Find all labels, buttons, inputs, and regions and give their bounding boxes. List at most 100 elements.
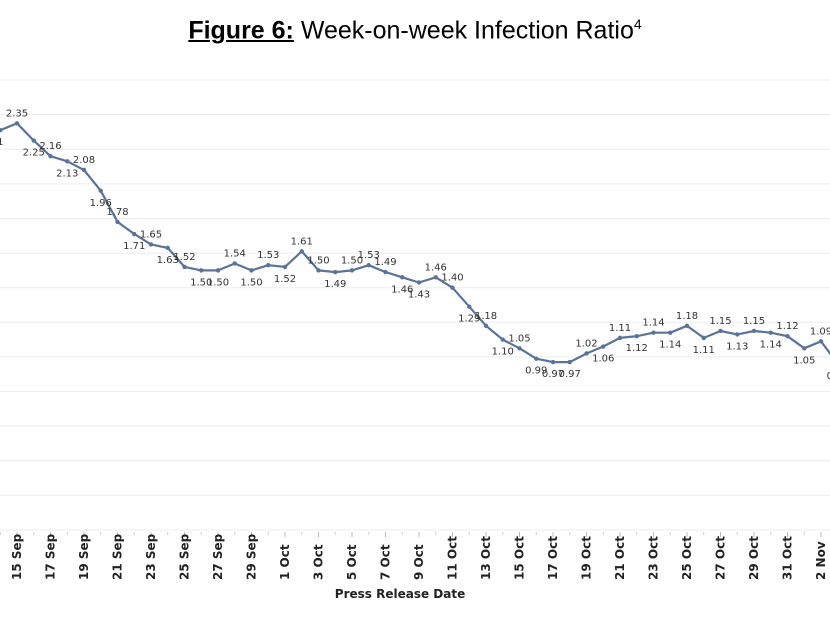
data-label: 1.54	[224, 248, 246, 259]
data-point	[148, 242, 154, 247]
data-point	[433, 275, 438, 280]
data-label: 1.15	[709, 316, 731, 327]
x-tick-label: 27 Oct	[714, 536, 728, 580]
data-point	[416, 280, 422, 285]
data-label: 1.61	[291, 236, 313, 247]
data-label: 1.14	[642, 318, 664, 329]
data-label: 1.49	[324, 279, 346, 290]
data-label: 2.25	[23, 148, 45, 159]
data-point	[383, 269, 388, 275]
data-point	[617, 335, 623, 341]
data-label: 0.97	[559, 369, 581, 380]
data-label: 1	[0, 137, 3, 148]
x-tick-label: 17 Sep	[44, 533, 58, 580]
data-label: 2.08	[73, 155, 95, 166]
x-tick-label: 5 Oct	[345, 544, 359, 580]
data-label: 1.12	[626, 343, 648, 354]
x-tick-label: 7 Oct	[379, 544, 393, 580]
data-point	[14, 121, 20, 126]
data-label: 1.06	[592, 354, 614, 365]
x-tick-label: 25 Oct	[680, 536, 694, 580]
x-tick-label: 17 Oct	[546, 536, 560, 580]
x-tick-label: 1 Oct	[278, 544, 292, 580]
data-point	[550, 359, 556, 365]
data-point	[215, 268, 221, 273]
data-label: 1.10	[492, 347, 514, 358]
data-label: 2.13	[56, 168, 78, 179]
data-point	[584, 351, 589, 356]
x-tick-label: 23 Sep	[144, 533, 158, 580]
x-tick-label: 2 Nov	[814, 541, 828, 580]
data-label: 1.05	[508, 333, 530, 344]
data-point	[115, 219, 120, 225]
x-tick-label: 11 Oct	[446, 536, 460, 580]
data-label: 2.35	[6, 108, 28, 119]
x-tick-label: 15 Sep	[10, 533, 24, 580]
data-point	[400, 275, 405, 280]
data-label: 1.78	[106, 207, 128, 218]
data-point	[316, 268, 321, 273]
data-label: 1.14	[760, 340, 782, 351]
figure-title: Figure 6: Week-on-week Infection Ratio4	[0, 16, 830, 45]
data-point	[299, 249, 304, 254]
data-point	[81, 167, 87, 173]
x-axis-title: Press Release Date	[335, 587, 465, 601]
data-label: 1.18	[676, 311, 698, 322]
data-label: 1.52	[274, 274, 296, 285]
data-label: 1.12	[776, 321, 798, 332]
data-point	[366, 262, 371, 268]
x-tick-label: 21 Oct	[613, 536, 627, 580]
data-point	[65, 159, 70, 164]
data-point	[467, 304, 472, 309]
data-point	[634, 333, 639, 339]
figure-footnote-marker: 4	[633, 16, 642, 32]
x-tick-label: 29 Sep	[245, 533, 259, 580]
data-point	[684, 323, 690, 328]
data-point	[165, 245, 170, 251]
data-point	[48, 153, 53, 159]
data-point	[567, 359, 572, 365]
data-point	[768, 330, 773, 335]
data-label: 1.50	[190, 277, 212, 288]
data-label: 1.14	[659, 340, 681, 351]
data-point	[735, 332, 740, 337]
data-label: 1.15	[743, 316, 765, 327]
data-label: 1.50	[240, 277, 262, 288]
figure-title-text: Week-on-week Infection Ratio	[293, 16, 634, 45]
data-point	[132, 231, 137, 237]
data-point	[517, 346, 522, 351]
data-label: 1.53	[257, 250, 279, 261]
data-point	[802, 346, 807, 351]
data-label: 1.46	[425, 262, 447, 273]
data-label: 1.11	[609, 323, 631, 334]
x-tick-label: 27 Sep	[211, 533, 225, 580]
data-label: 1.65	[140, 229, 162, 240]
series-line	[0, 122, 830, 364]
data-point	[31, 138, 36, 143]
data-point	[0, 127, 3, 133]
data-label: 1.53	[358, 250, 380, 261]
data-label: 1.63	[157, 255, 179, 266]
x-tick-label: 19 Oct	[580, 536, 594, 580]
x-tick-label: 23 Oct	[647, 536, 661, 580]
data-label: 1.43	[408, 290, 430, 301]
data-point	[500, 337, 505, 342]
x-tick-label: 29 Oct	[747, 536, 761, 580]
data-label: 0.96	[827, 371, 830, 382]
data-label: 0.97	[542, 369, 564, 380]
data-label: 0.99	[525, 366, 547, 377]
figure-number: Figure 6:	[188, 16, 294, 45]
data-label: 1.49	[374, 257, 396, 268]
data-point	[651, 330, 656, 335]
data-point	[349, 268, 355, 273]
x-tick-label: 9 Oct	[412, 544, 426, 580]
data-label: 1.02	[575, 338, 597, 349]
data-point	[701, 335, 706, 341]
x-tick-label: 3 Oct	[312, 544, 326, 580]
data-label: 1.13	[726, 341, 748, 352]
x-tick-label: 19 Sep	[77, 533, 91, 580]
data-label: 1.50	[341, 255, 363, 266]
data-point	[182, 264, 187, 270]
data-point	[282, 264, 288, 270]
data-point	[668, 330, 673, 335]
